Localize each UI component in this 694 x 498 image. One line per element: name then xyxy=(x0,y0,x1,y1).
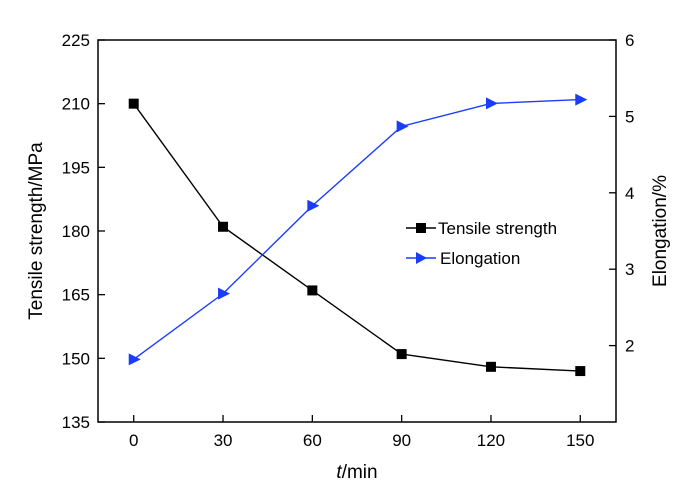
y2-tick-label: 6 xyxy=(625,31,634,50)
y-tick-label: 210 xyxy=(62,95,90,114)
y-tick-label: 165 xyxy=(62,286,90,305)
x-tick-label: 120 xyxy=(477,431,505,450)
data-point-tensile xyxy=(128,98,139,109)
y-axis-title: Tensile strength/MPa xyxy=(26,142,47,320)
x-tick-label: 60 xyxy=(303,431,322,450)
legend-marker-tensile xyxy=(416,223,426,233)
y2-axis-title: Elongation/% xyxy=(650,175,671,287)
data-point-elongation xyxy=(396,120,409,133)
data-point-elongation xyxy=(575,93,588,106)
legend: Tensile strength Elongation xyxy=(406,219,557,268)
y2-tick-label: 5 xyxy=(625,107,634,126)
data-point-tensile xyxy=(396,349,407,360)
y-tick-label: 135 xyxy=(62,413,90,432)
y-tick-label: 150 xyxy=(62,349,90,368)
data-point-tensile xyxy=(575,366,586,377)
data-point-elongation xyxy=(128,353,141,366)
series-line-tensile xyxy=(133,103,581,372)
series-layer xyxy=(128,93,588,377)
x-tick-label: 90 xyxy=(392,431,411,450)
data-point-elongation xyxy=(307,199,320,212)
legend-label-tensile: Tensile strength xyxy=(438,219,557,238)
ticks: 0 30 60 90 120 150 135 150 165 180 195 210 225 2 3 4 5 6 xyxy=(62,31,635,450)
y-tick-label: 195 xyxy=(62,158,90,177)
x-tick-label: 0 xyxy=(129,431,138,450)
y2-tick-label: 2 xyxy=(625,337,634,356)
x-tick-label: 150 xyxy=(566,431,594,450)
data-point-elongation xyxy=(218,287,231,300)
y2-tick-label: 4 xyxy=(625,184,634,203)
y-tick-label: 180 xyxy=(62,222,90,241)
legend-marker-elongation xyxy=(416,252,427,264)
data-point-tensile xyxy=(218,221,229,232)
data-point-tensile xyxy=(307,285,318,296)
data-point-tensile xyxy=(485,361,496,372)
legend-label-elongation: Elongation xyxy=(440,249,520,268)
x-axis-title: t/min xyxy=(336,462,377,483)
x-tick-label: 30 xyxy=(214,431,233,450)
y2-tick-label: 3 xyxy=(625,260,634,279)
x-axis-title-unit: /min xyxy=(342,462,378,483)
x-axis-title-var: t xyxy=(336,462,342,483)
series-line-elongation xyxy=(133,98,581,360)
y-tick-label: 225 xyxy=(62,31,90,50)
data-point-elongation xyxy=(485,97,498,110)
